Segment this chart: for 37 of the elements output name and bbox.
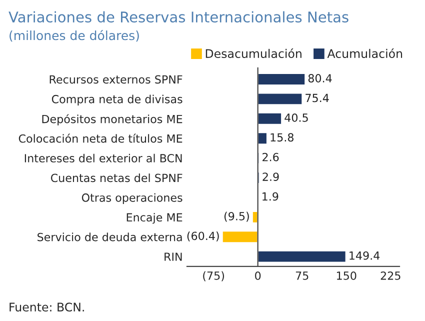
bar <box>257 72 306 86</box>
data-label: 15.8 <box>270 133 294 142</box>
bar <box>257 92 304 106</box>
source-note: Fuente: BCN. <box>10 302 84 312</box>
data-label: 75.4 <box>306 94 329 102</box>
x-tick-label: 150 <box>336 271 356 280</box>
data-label: 2.6 <box>262 152 279 162</box>
bar <box>257 250 347 264</box>
data-label: 40.5 <box>284 113 308 122</box>
data-label: (60.4) <box>187 232 219 242</box>
bar <box>257 112 282 126</box>
data-label: 2.9 <box>262 172 279 181</box>
text: (millones de dólares) <box>10 30 139 42</box>
bar <box>252 210 259 224</box>
data-label: (9.5) <box>224 212 249 222</box>
y-tick-label: Depósitos monetarios ME <box>42 114 182 126</box>
data-label: 149.4 <box>350 251 380 260</box>
bar <box>221 230 259 244</box>
y-tick-label: Recursos externos SPNF <box>50 75 182 84</box>
y-tick-label: Intereses del exterior al BCN <box>24 154 182 162</box>
bar <box>257 132 268 145</box>
y-tick-label: Cuentas netas del SPNF <box>50 174 182 182</box>
data-label: 80.4 <box>308 74 332 82</box>
data-label: 1.9 <box>262 192 278 201</box>
x-tick-label: 225 <box>380 271 400 280</box>
x-tick-label: (75) <box>203 271 224 282</box>
y-tick-label: Servicio de deuda externa <box>38 232 182 242</box>
y-tick-label: Encaje ME <box>126 212 182 224</box>
y-tick-label: Compra neta de divisas <box>52 94 182 106</box>
legend-label: Acumulación <box>327 48 402 58</box>
y-tick-label: Otras operaciones <box>82 193 182 204</box>
chart-title: Variaciones de Reservas Internacionales Netas <box>8 11 348 23</box>
legend-label: Desacumulación <box>206 48 302 58</box>
x-tick-label: 0 <box>255 271 261 280</box>
y-tick-label: RIN <box>164 252 182 261</box>
y-tick-label: Colocación neta de títulos ME <box>18 134 182 143</box>
x-tick-label: 75 <box>296 272 308 280</box>
